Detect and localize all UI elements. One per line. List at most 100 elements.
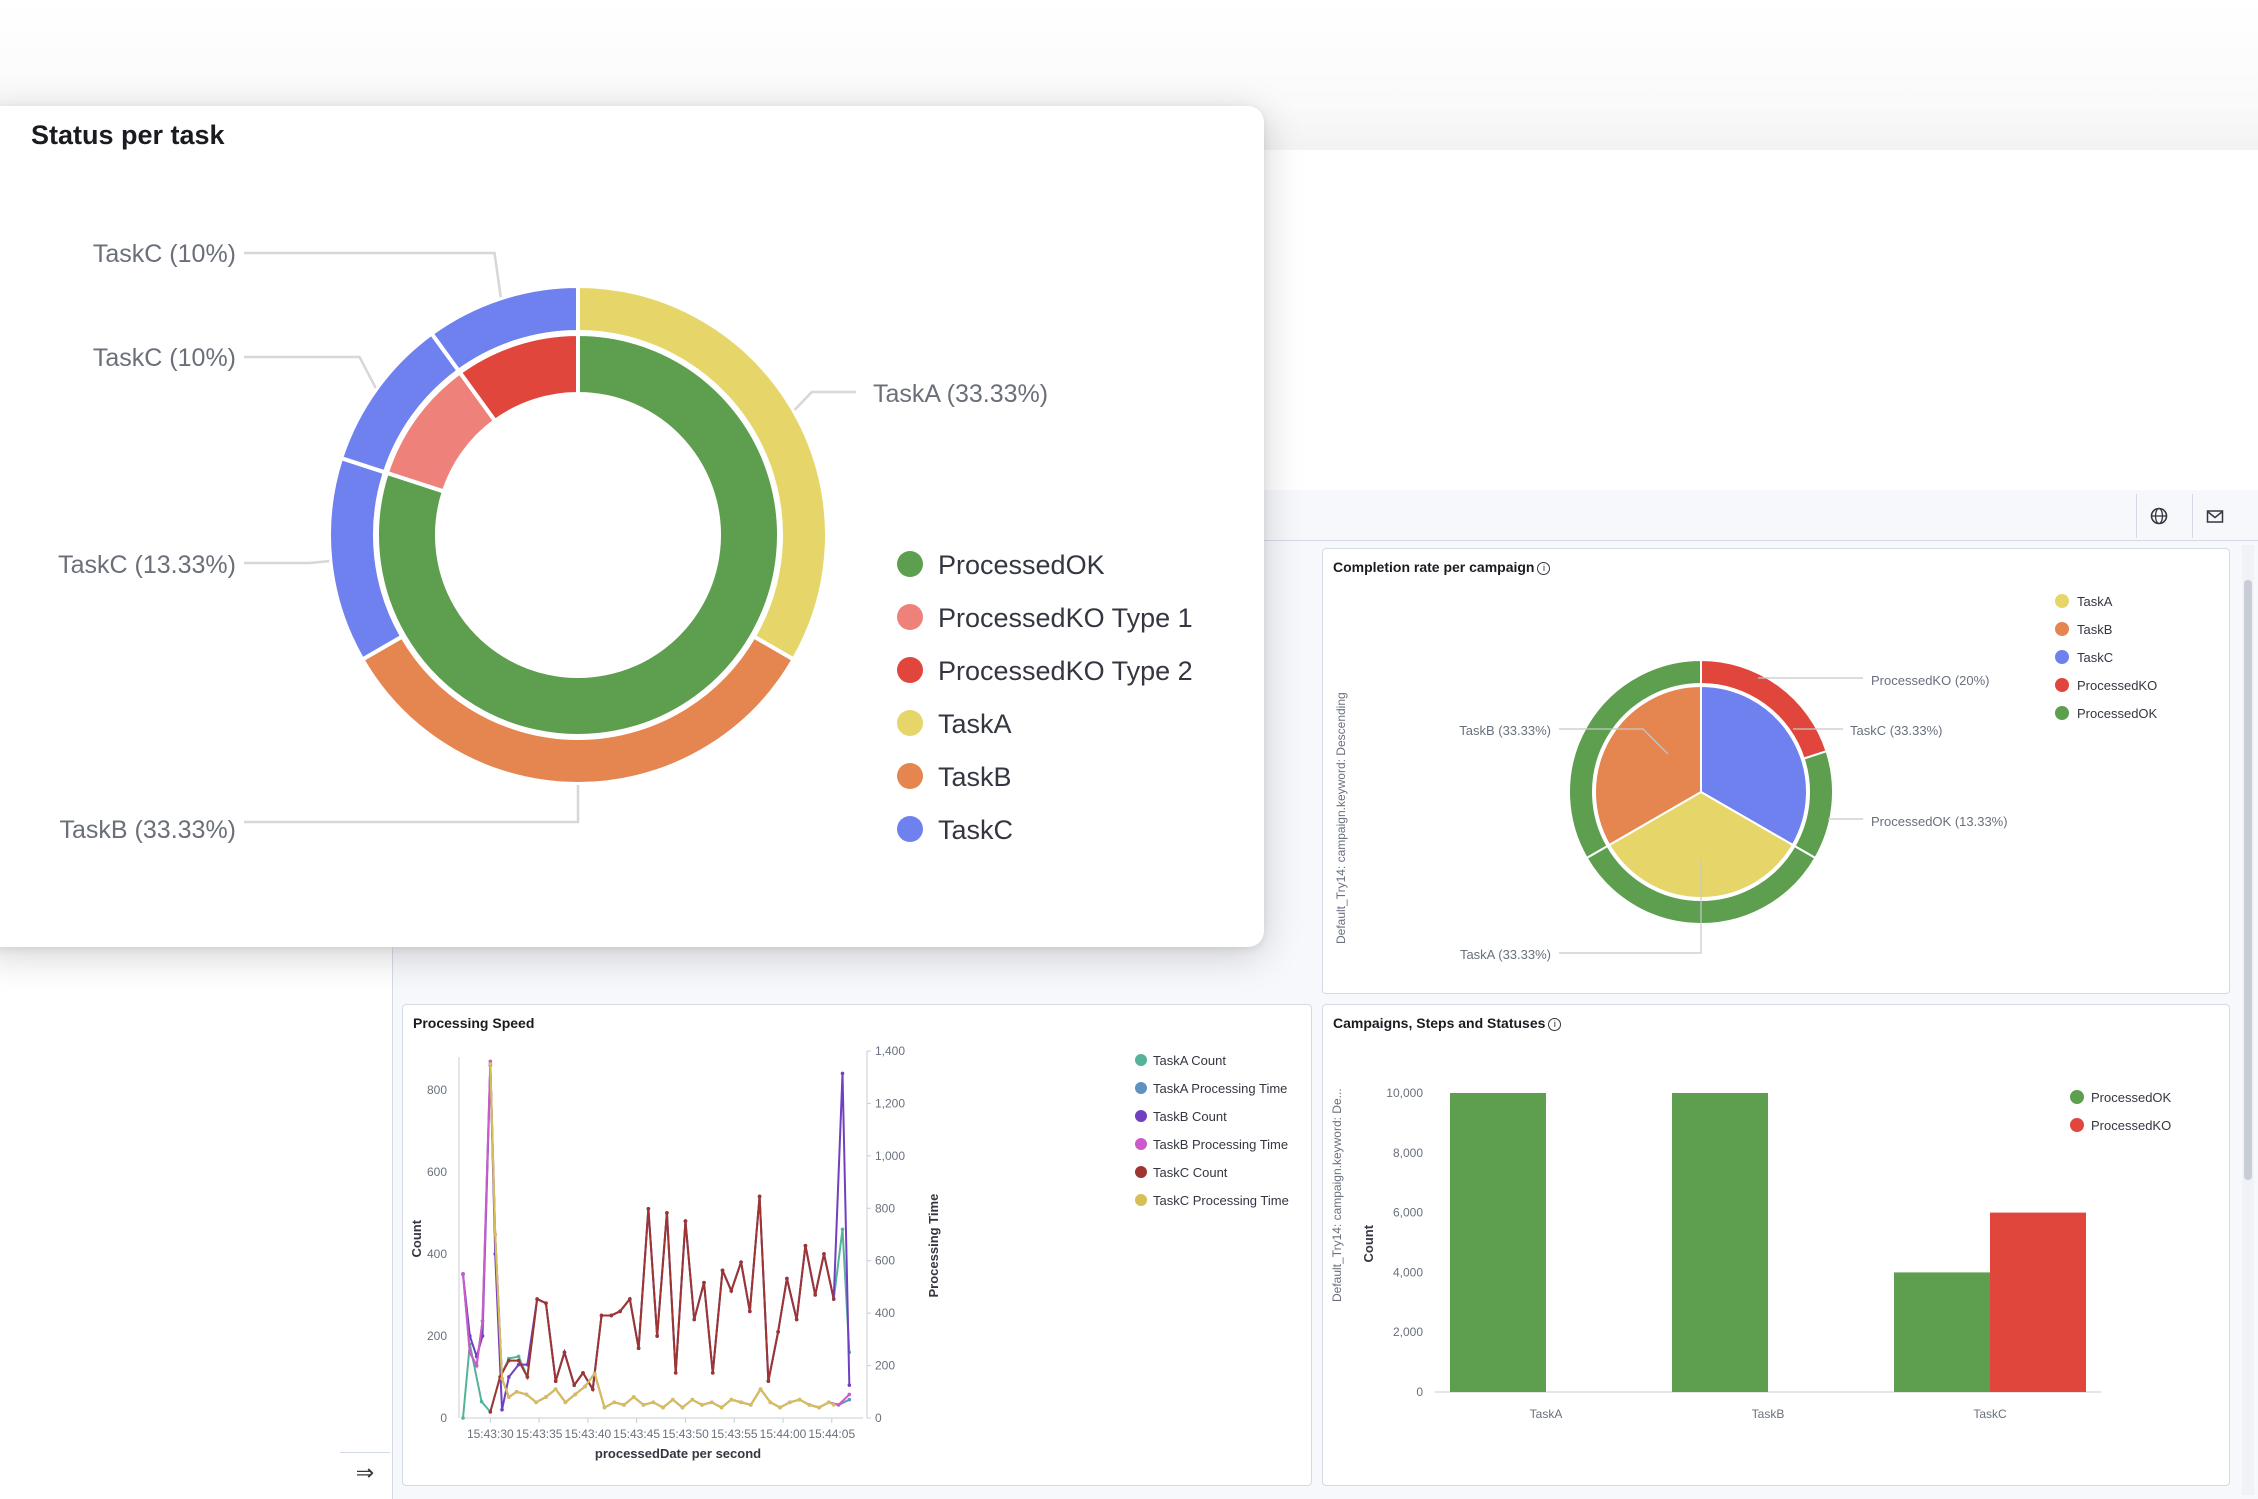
bar-taskc-processedok: [1894, 1272, 1990, 1392]
data-point-taskc-count: [525, 1375, 530, 1379]
data-point-taskb-count: [500, 1407, 504, 1412]
data-point-taskc-processing-time: [507, 1395, 511, 1399]
data-point-taskc-processing-time: [612, 1400, 617, 1405]
data-point-taskc-count: [609, 1313, 614, 1318]
y2-tick-label: 1,000: [875, 1149, 905, 1163]
data-point-taskb-count: [507, 1375, 511, 1379]
y2-tick-label: 400: [875, 1306, 895, 1320]
data-point-taska-count: [461, 1416, 465, 1420]
data-point-taskc-count: [748, 1309, 752, 1314]
y-tick-label: 8,000: [1393, 1146, 1423, 1160]
legend-dot-processedko: [2070, 1118, 2084, 1132]
data-point-taskc-count: [544, 1301, 548, 1305]
y-tick-label: 2,000: [1393, 1325, 1423, 1339]
data-point-taskc-processing-time: [670, 1397, 675, 1402]
data-point-taskc-count: [590, 1387, 595, 1392]
inner-slice-processedok: [375, 331, 781, 738]
globe-icon[interactable]: [2136, 494, 2180, 538]
data-point-taskb-processing-time: [847, 1392, 852, 1397]
data-point-taskc-processing-time: [488, 1062, 493, 1066]
data-point-taskb-processing-time: [480, 1319, 485, 1323]
data-point-taskc-processing-time: [661, 1405, 665, 1410]
y-tick-label: 200: [427, 1329, 447, 1343]
campaigns-panel: Campaigns, Steps and Statuses i 0 2,000 4,0…: [1322, 1004, 2230, 1486]
series-line-taskc-count: [489, 1196, 835, 1413]
info-icon[interactable]: i: [1537, 562, 1551, 575]
legend-dot-taska-count: [1135, 1054, 1147, 1066]
legend-dot-taskb-processing-time: [1135, 1138, 1147, 1150]
data-point-taskc-count: [562, 1350, 567, 1355]
bar-taska-processedok: [1450, 1093, 1546, 1392]
data-point-taskc-processing-time: [651, 1400, 656, 1405]
y-tick-label: 6,000: [1393, 1206, 1423, 1220]
data-point-taskc-count: [535, 1297, 539, 1301]
legend-label-processedok: ProcessedOK: [938, 550, 1105, 580]
slice-label: TaskB (33.33%): [1459, 723, 1551, 738]
data-point-taskc-count: [599, 1313, 604, 1318]
data-point-taskc-processing-time: [709, 1400, 714, 1405]
x-tick-label: TaskC: [1973, 1407, 2007, 1421]
leader-line: [1559, 859, 1702, 954]
legend-dot-taskc: [897, 816, 923, 842]
data-point-taskc-processing-time: [500, 1376, 504, 1381]
legend-label-processedok: ProcessedOK: [2077, 706, 2158, 721]
series-line-taska-count: [462, 1196, 851, 1419]
data-point-taskb-processing-time: [474, 1363, 479, 1368]
x-tick-label: 15:44:00: [760, 1427, 807, 1441]
outer-slice-processedok: [1568, 658, 1702, 860]
campaigns-title-text: Campaigns, Steps and Statuses: [1333, 1015, 1546, 1031]
x-tick-label: 15:44:05: [808, 1427, 855, 1441]
data-point-taskc-count: [803, 1243, 808, 1248]
data-point-taskc-processing-time: [690, 1397, 695, 1402]
data-point-taskc-processing-time: [602, 1405, 607, 1410]
y2-tick-label: 800: [875, 1201, 895, 1215]
bar-taskc-processedko: [1990, 1212, 2086, 1392]
series-line-taskc-processing-time: [489, 1064, 835, 1409]
data-point-taskc-count: [739, 1260, 743, 1264]
inner-slice-taskc: [1700, 684, 1808, 847]
scrollbar-thumb[interactable]: [2244, 580, 2252, 1180]
status-per-task-chart: TaskA (33.33%) TaskB (33.33%) TaskC (13.33…: [58, 240, 1193, 845]
data-point-taskb-processing-time: [461, 1272, 465, 1276]
data-point-taskc-processing-time: [749, 1403, 753, 1407]
x-axis-title: Default_Try14: campaign.keyword: De...: [1330, 1088, 1344, 1302]
data-point-taskb-count: [847, 1383, 852, 1387]
leader-line: [1559, 728, 1669, 755]
axis-label: Default_Try14: campaign.keyword: Descend…: [1334, 692, 1348, 944]
data-point-taskc-count: [766, 1379, 771, 1383]
legend-dot-processedko: [2055, 678, 2069, 692]
legend-label-taska: TaskA: [2077, 594, 2113, 609]
x-tick-label: 15:43:40: [565, 1427, 612, 1441]
x-tick-label: TaskB: [1752, 1407, 1785, 1421]
legend-dot-taska-processing-time: [1135, 1082, 1147, 1094]
data-point-taskc-processing-time: [700, 1403, 704, 1407]
data-point-taskc-count: [710, 1371, 715, 1375]
x-tick-label: TaskA: [1530, 1407, 1563, 1421]
y-axis-title: Count: [1361, 1224, 1376, 1262]
y-axis-title: Count: [409, 1219, 424, 1257]
legend-dot-processedko-type-1: [897, 604, 923, 630]
data-point-taskc-count: [776, 1330, 780, 1334]
data-point-taskc-processing-time: [758, 1387, 763, 1391]
data-point-taskc-processing-time: [563, 1400, 568, 1405]
data-point-taskc-count: [729, 1289, 734, 1293]
legend-label-processedko-type-1: ProcessedKO Type 1: [938, 603, 1193, 633]
legend-dot-taskc-processing-time: [1135, 1194, 1147, 1206]
data-point-taskc-processing-time: [768, 1400, 773, 1405]
y-tick-label: 600: [427, 1165, 447, 1179]
popup-title: Status per task: [31, 120, 225, 150]
legend-label-taskc-count: TaskC Count: [1153, 1165, 1228, 1180]
data-point-taskc-count: [683, 1219, 688, 1223]
slice-label-taskc: TaskC (10%): [93, 344, 236, 372]
data-point-taskc-processing-time: [729, 1397, 734, 1402]
mail-icon[interactable]: [2192, 494, 2236, 538]
x-axis-title: processedDate per second: [595, 1446, 761, 1461]
data-point-taskc-processing-time: [631, 1395, 636, 1399]
collapse-sidebar-button[interactable]: ⇒: [340, 1452, 390, 1492]
info-icon[interactable]: i: [1548, 1018, 1562, 1031]
legend-label-taska-processing-time: TaskA Processing Time: [1153, 1081, 1287, 1096]
legend-label-taskc-processing-time: TaskC Processing Time: [1153, 1193, 1289, 1208]
legend-dot-taskc-count: [1135, 1166, 1147, 1178]
data-point-taskc-count: [831, 1297, 836, 1301]
y-tick-label: 10,000: [1386, 1086, 1423, 1100]
